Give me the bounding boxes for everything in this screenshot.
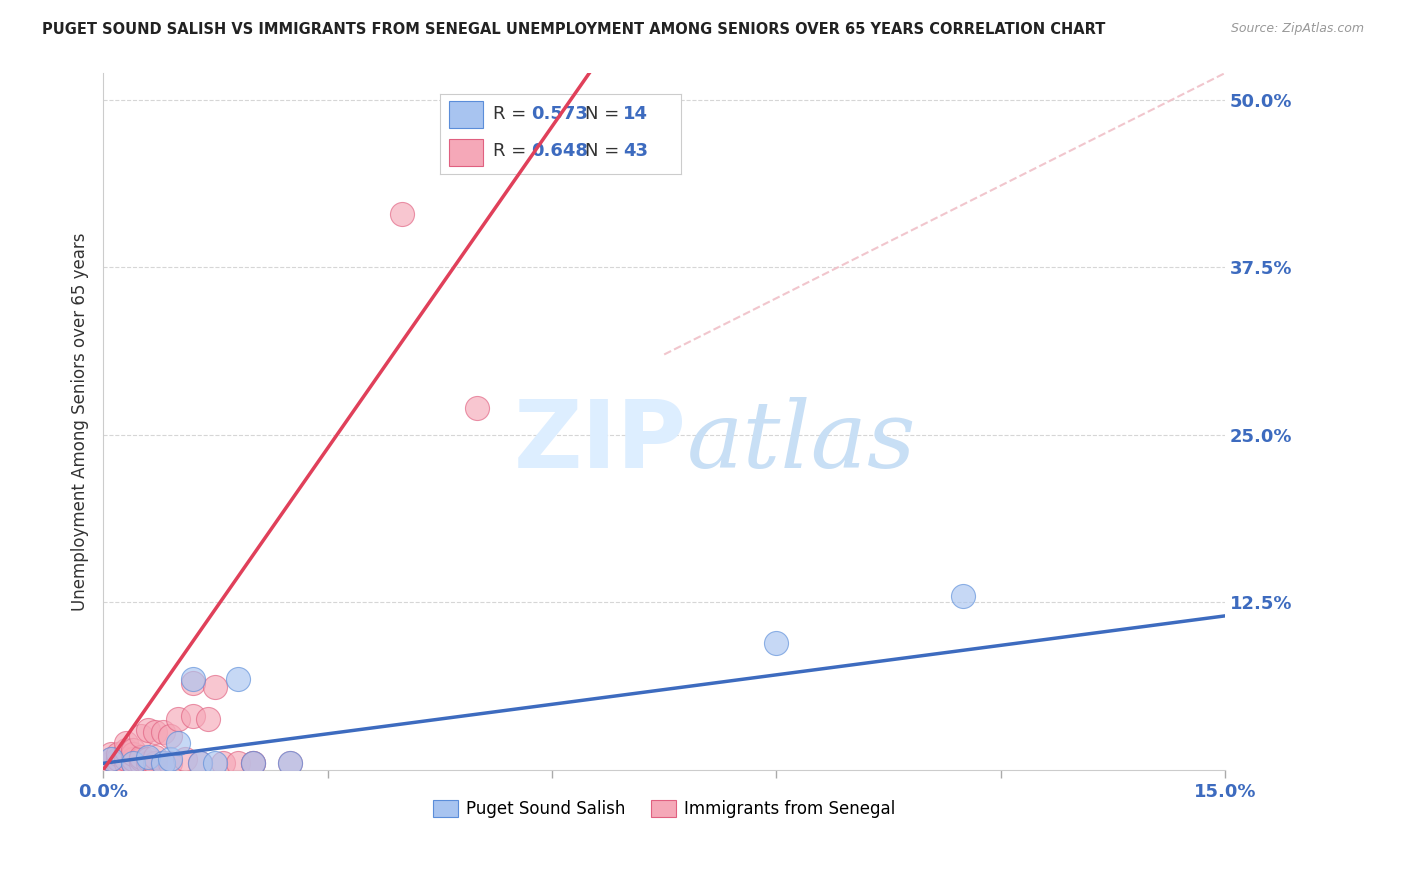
- Point: [145, 749, 167, 764]
- Point: [136, 752, 159, 766]
- Point: [190, 756, 212, 771]
- Point: [100, 752, 122, 766]
- Point: [96, 756, 118, 771]
- Text: ZIP: ZIP: [513, 396, 686, 489]
- Point: [152, 756, 174, 771]
- Point: [100, 756, 122, 771]
- Point: [114, 752, 136, 766]
- Point: [122, 747, 145, 761]
- Text: atlas: atlas: [686, 398, 917, 487]
- Point: [122, 756, 145, 771]
- Point: [242, 756, 264, 771]
- Point: [159, 752, 181, 766]
- Point: [167, 736, 190, 750]
- Legend: Puget Sound Salish, Immigrants from Senegal: Puget Sound Salish, Immigrants from Sene…: [426, 793, 903, 824]
- Point: [159, 756, 181, 771]
- Point: [129, 752, 152, 766]
- Point: [278, 756, 301, 771]
- Point: [129, 756, 152, 771]
- Point: [107, 747, 129, 761]
- Point: [136, 749, 159, 764]
- Point: [129, 730, 152, 744]
- Text: PUGET SOUND SALISH VS IMMIGRANTS FROM SENEGAL UNEMPLOYMENT AMONG SENIORS OVER 65: PUGET SOUND SALISH VS IMMIGRANTS FROM SE…: [42, 22, 1105, 37]
- Y-axis label: Unemployment Among Seniors over 65 years: Unemployment Among Seniors over 65 years: [72, 232, 89, 611]
- Point: [152, 725, 174, 739]
- Point: [114, 743, 136, 757]
- Point: [278, 756, 301, 771]
- Point: [122, 752, 145, 766]
- Point: [952, 589, 974, 603]
- Point: [100, 747, 122, 761]
- Point: [122, 743, 145, 757]
- Point: [190, 756, 212, 771]
- Point: [100, 752, 122, 766]
- Point: [145, 725, 167, 739]
- Point: [136, 723, 159, 737]
- Point: [204, 756, 226, 771]
- Point: [226, 672, 249, 686]
- Point: [174, 752, 197, 766]
- Point: [107, 756, 129, 771]
- Point: [211, 756, 233, 771]
- Point: [391, 207, 413, 221]
- Point: [765, 635, 787, 649]
- Point: [107, 752, 129, 766]
- Point: [152, 756, 174, 771]
- Point: [226, 756, 249, 771]
- Point: [167, 712, 190, 726]
- Point: [145, 756, 167, 771]
- Point: [242, 756, 264, 771]
- Point: [114, 736, 136, 750]
- Point: [465, 401, 488, 415]
- Point: [197, 712, 219, 726]
- Point: [136, 756, 159, 771]
- Text: Source: ZipAtlas.com: Source: ZipAtlas.com: [1230, 22, 1364, 36]
- Point: [159, 730, 181, 744]
- Point: [204, 680, 226, 694]
- Point: [181, 672, 204, 686]
- Point: [181, 676, 204, 690]
- Point: [181, 709, 204, 723]
- Point: [114, 756, 136, 771]
- Point: [122, 756, 145, 771]
- Point: [242, 756, 264, 771]
- Point: [129, 749, 152, 764]
